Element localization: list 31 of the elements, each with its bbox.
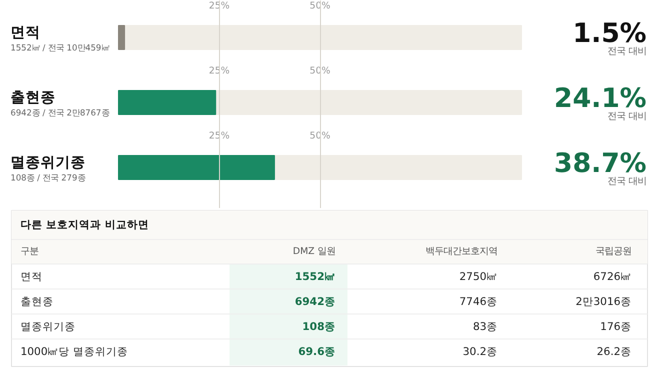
- y-tick-label: 면적: [10, 24, 40, 41]
- category-label: 1000㎢당 멸종위기종: [20, 345, 128, 358]
- text: 30.2종: [462, 345, 498, 358]
- text: 2750㎢: [459, 270, 498, 283]
- text: 83종: [472, 320, 498, 333]
- y-tick-label: 출현종: [10, 89, 56, 106]
- text: 108종: [302, 320, 336, 333]
- text: 176종: [600, 320, 632, 333]
- text: 전국 대비: [608, 46, 647, 57]
- text: 구분: [20, 246, 38, 257]
- bar: [118, 90, 216, 115]
- text: 26.2종: [596, 345, 632, 358]
- text: 1552㎢: [294, 270, 336, 283]
- category-label: 국립공원: [596, 246, 632, 257]
- text: 6726㎢: [593, 270, 632, 283]
- y-tick-label: 멸종위기종: [10, 154, 86, 171]
- category-label: 멸종위기종: [20, 320, 76, 333]
- bar: [118, 25, 126, 50]
- text: 전국 대비: [608, 176, 647, 187]
- text: 6942종 / 전국 2만8767종: [10, 108, 110, 118]
- category-label: 백두대간보호지역: [426, 246, 498, 257]
- text: 69.6종: [298, 345, 336, 358]
- text: 6942종: [294, 295, 336, 308]
- category-label: DMZ 일원: [292, 246, 336, 257]
- text: 다른 보호지역과 비교하면: [20, 218, 149, 231]
- text: 7746종: [459, 295, 498, 308]
- text: 2만3016종: [576, 295, 632, 308]
- text: 1552㎢ / 전국 10만459㎢: [10, 42, 110, 52]
- text: 전국 대비: [608, 111, 647, 122]
- text: 108종 / 전국 279종: [10, 172, 86, 182]
- category-label: 출현종: [20, 295, 54, 308]
